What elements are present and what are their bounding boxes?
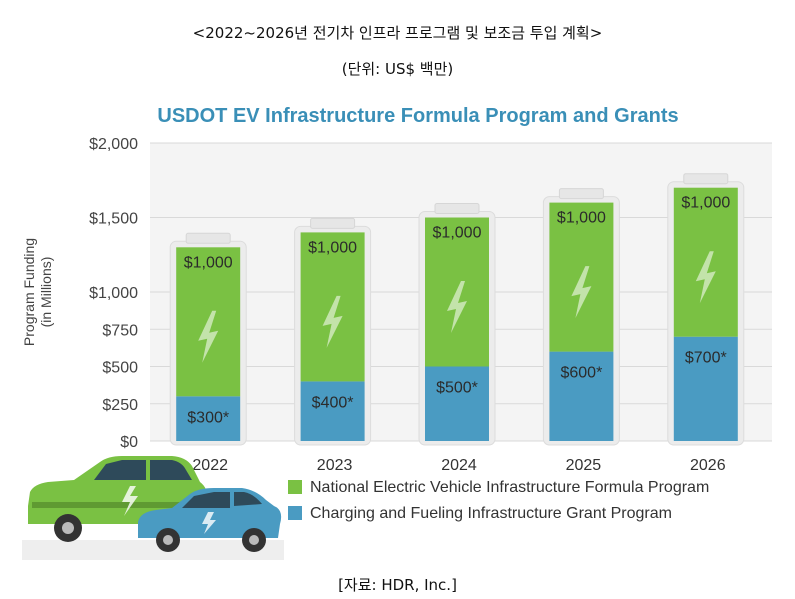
- legend: National Electric Vehicle Infrastructure…: [288, 479, 709, 522]
- chart-svg: USDOT EV Infrastructure Formula Program …: [22, 105, 772, 560]
- y-axis-label-line: (in Millions): [38, 257, 54, 328]
- bolt-icon: [322, 295, 343, 348]
- x-tick-label: 2026: [690, 457, 726, 474]
- legend-label: Charging and Fueling Infrastructure Gran…: [310, 505, 672, 522]
- bars: $1,000 $300* $1,000 $400* $1,000 $500* $1,000 $…: [169, 173, 745, 446]
- bar-segment-blue: [549, 351, 614, 441]
- bar-segment-blue: [176, 396, 241, 441]
- battery-cap: [310, 217, 356, 229]
- y-tick-label: $1,000: [89, 285, 138, 302]
- data-label-green: $1,000: [433, 225, 482, 242]
- bolt-icon: [571, 266, 592, 319]
- ground-strip: [22, 540, 284, 560]
- bolt-icon: [695, 251, 716, 304]
- unit-note: (단위: US$ 백만): [341, 60, 454, 78]
- battery-cap: [185, 232, 231, 244]
- source-note: [자료: HDR, Inc.]: [338, 576, 457, 594]
- x-axis-ticks: 2022 2023 2024 2025 2026: [192, 457, 725, 474]
- bar-segment-blue: [300, 381, 365, 441]
- blue-car-icon: [138, 488, 282, 552]
- battery-cap: [683, 173, 729, 185]
- bar-segment-blue: [425, 366, 489, 441]
- y-tick-label: $1,500: [89, 211, 138, 228]
- green-car-icon: [28, 456, 208, 542]
- data-label-green: $1,000: [681, 195, 730, 212]
- y-axis-label-line: Program Funding: [22, 238, 37, 346]
- data-label-blue: $700*: [685, 350, 727, 367]
- data-label-green: $1,000: [557, 210, 606, 227]
- x-tick-label: 2025: [566, 457, 602, 474]
- x-tick-label: 2022: [192, 457, 228, 474]
- bolt-icon: [198, 310, 219, 363]
- battery-cap: [558, 188, 604, 200]
- data-label-green: $1,000: [184, 254, 233, 271]
- x-tick-label: 2023: [317, 457, 353, 474]
- legend-swatch: [288, 480, 302, 494]
- chart-title: USDOT EV Infrastructure Formula Program …: [157, 105, 678, 127]
- data-label-green: $1,000: [308, 239, 357, 256]
- y-tick-label: $500: [102, 360, 138, 377]
- y-tick-label: $750: [102, 322, 138, 339]
- y-tick-label: $2,000: [89, 136, 138, 153]
- y-axis-label: Program Funding (in Millions): [22, 238, 54, 346]
- y-tick-label: $250: [102, 397, 138, 414]
- legend-swatch: [288, 506, 302, 520]
- chart-figure: USDOT EV Infrastructure Formula Program …: [22, 92, 782, 560]
- cars-illustration: [22, 456, 284, 560]
- data-label-blue: $300*: [187, 409, 229, 426]
- data-label-blue: $500*: [436, 380, 478, 397]
- page-title: <2022~2026년 전기차 인프라 프로그램 및 보조금 투입 계획>: [192, 24, 603, 42]
- y-tick-label: $0: [120, 434, 138, 451]
- bar-segment-blue: [673, 336, 738, 441]
- x-tick-label: 2024: [441, 457, 477, 474]
- data-label-blue: $400*: [312, 394, 354, 411]
- y-axis-ticks: $0 $250 $500 $750 $1,000 $1,500 $2,000: [89, 136, 138, 451]
- battery-cap: [434, 203, 480, 214]
- bolt-icon: [447, 281, 467, 333]
- legend-label: National Electric Vehicle Infrastructure…: [310, 479, 709, 496]
- data-label-blue: $600*: [560, 365, 602, 382]
